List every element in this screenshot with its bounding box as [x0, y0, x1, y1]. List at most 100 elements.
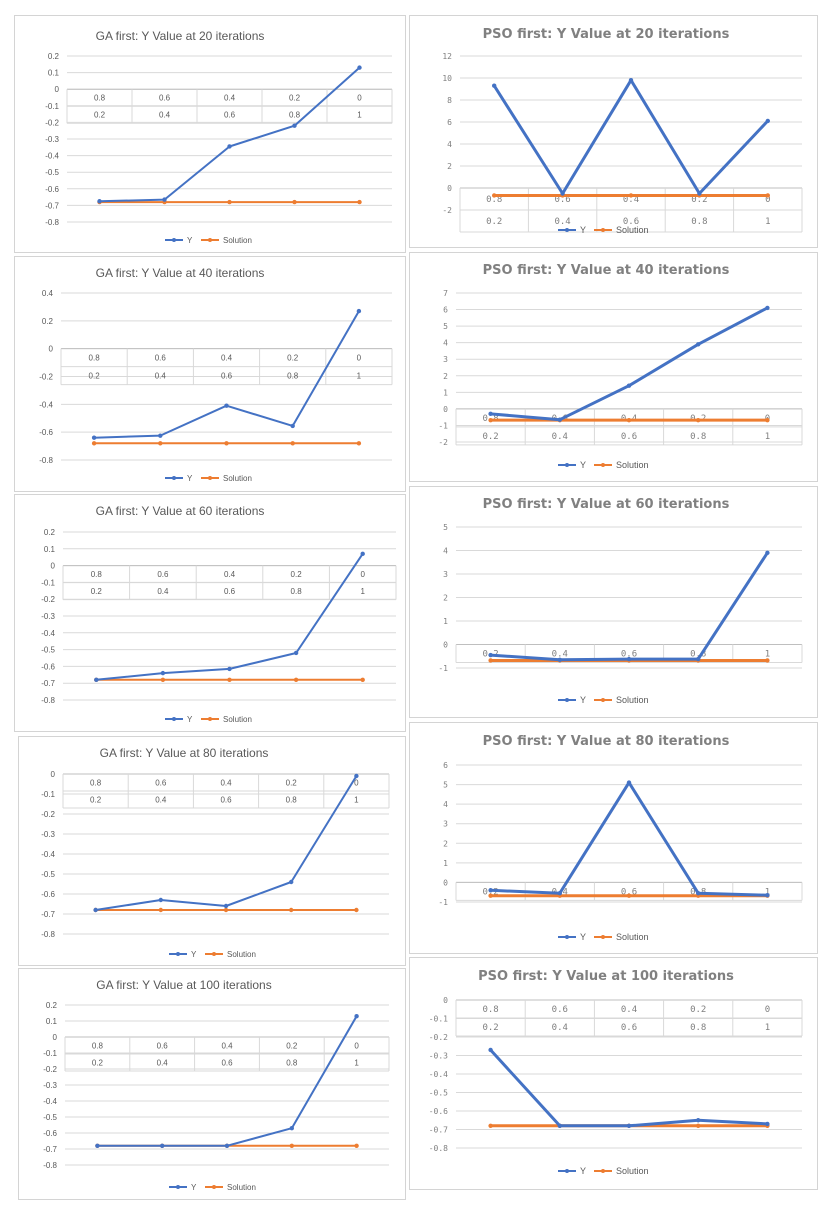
category-label: 0.4: [224, 94, 236, 103]
y-tick-label: 0: [51, 562, 56, 571]
y-tick-label: -0.8: [41, 930, 55, 939]
y-tick-label: -0.1: [429, 1015, 448, 1024]
data-point-y: [557, 1123, 562, 1128]
data-point-y: [160, 670, 166, 676]
legend: Y Solution: [558, 225, 649, 235]
data-point-solution: [357, 199, 362, 205]
data-point-y: [97, 199, 102, 204]
data-point-solution: [488, 893, 493, 898]
legend-marker-solution: [601, 698, 605, 702]
legend: Y Solution: [165, 715, 252, 724]
y-tick-label: 3: [443, 570, 448, 579]
data-point-y: [626, 656, 632, 662]
category-label: 0.2: [486, 217, 502, 227]
data-point-solution: [626, 893, 632, 898]
data-point-y: [765, 305, 770, 311]
legend-label-y: Y: [580, 225, 586, 235]
chart-ga-20: GA first: Y Value at 20 iterations 0.2 0.1…: [45, 29, 393, 245]
data-point-y: [162, 197, 167, 202]
chart-pso-60: PSO first: Y Value at 60 iterations 5 4 3 2 1…: [438, 497, 803, 705]
data-point-solution: [227, 677, 232, 683]
data-point-y: [696, 656, 701, 662]
y-tick-label: -1: [438, 664, 448, 673]
y-tick-label: 4: [443, 547, 448, 556]
data-point-y: [696, 342, 701, 347]
category-label: 0.6: [621, 650, 637, 660]
y-tick-label: -0.8: [39, 456, 53, 465]
category-label: 0.2: [94, 111, 106, 120]
legend-marker-solution: [601, 935, 605, 939]
y-tick-label: 3: [443, 355, 448, 364]
y-tick-label: -0.4: [41, 629, 55, 638]
chart-panel-ga-100: GA first: Y Value at 100 iterations 0.2 0.…: [18, 968, 406, 1200]
y-tick-label: -0.5: [45, 168, 59, 177]
category-label: 0.6: [155, 779, 167, 788]
data-point-y: [488, 411, 493, 417]
data-point-y: [626, 780, 632, 785]
category-label: 0.4: [221, 1042, 233, 1051]
category-label: 1: [354, 1059, 359, 1068]
data-point-solution: [290, 441, 295, 446]
category-label: 0.4: [155, 372, 167, 381]
category-label: 0.2: [289, 94, 301, 103]
y-tick-label: -0.3: [41, 612, 55, 621]
category-label: 1: [765, 650, 770, 660]
category-label: 0.6: [155, 354, 167, 363]
data-point-solution: [289, 1143, 294, 1148]
y-tick-label: -0.8: [429, 1144, 448, 1153]
y-tick-label: -0.2: [41, 810, 55, 819]
legend-label-y: Y: [187, 715, 193, 724]
y-tick-label: -0.8: [41, 696, 55, 705]
category-label: 0.2: [91, 587, 103, 596]
category-label: 0: [765, 1005, 770, 1015]
data-point-solution: [765, 193, 770, 198]
y-tick-label: 0.2: [44, 528, 56, 537]
category-label: 1: [765, 217, 770, 227]
data-point-y: [488, 652, 493, 658]
y-tick-label: -0.5: [41, 870, 55, 879]
chart-title: GA first: Y Value at 20 iterations: [96, 29, 265, 43]
series-line-y: [490, 551, 769, 662]
data-point-solution: [628, 193, 634, 198]
data-point-solution: [765, 658, 770, 663]
y-tick-label: 4: [443, 339, 448, 348]
y-tick-label: 2: [443, 372, 448, 381]
legend: Y Solution: [558, 932, 649, 942]
y-tick-label: 5: [443, 781, 448, 790]
data-point-y: [223, 903, 229, 909]
y-tick-label: 6: [447, 118, 452, 127]
y-tick-label: 2: [443, 839, 448, 848]
y-tick-label: -0.6: [45, 185, 59, 194]
category-label: 0.8: [92, 1042, 104, 1051]
chart-panel-pso-100: PSO first: Y Value at 100 iterations 0 -0.…: [409, 957, 818, 1190]
y-tick-label: 8: [447, 96, 452, 105]
data-point-y: [224, 403, 229, 408]
data-point-y: [696, 890, 701, 896]
legend-marker-solution: [212, 952, 216, 956]
category-label: 0: [765, 195, 770, 205]
data-point-y: [289, 1126, 294, 1131]
data-point-solution: [227, 199, 232, 205]
chart-title: PSO first: Y Value at 100 iterations: [478, 969, 734, 984]
legend-label-y: Y: [191, 950, 197, 959]
chart-panel-pso-40: PSO first: Y Value at 40 iterations 7 6 5 4 3…: [409, 252, 818, 482]
category-label: 0.2: [291, 570, 303, 579]
y-tick-label: 1: [443, 388, 448, 397]
data-point-y: [557, 890, 562, 896]
legend-marker-y: [565, 935, 569, 939]
y-tick-label: 0.1: [44, 545, 56, 554]
y-tick-label: 0: [55, 85, 60, 94]
legend-marker-y: [176, 952, 180, 956]
y-tick-label: 0: [447, 184, 452, 193]
category-label: 0.4: [221, 354, 233, 363]
y-tick-label: -0.7: [41, 910, 55, 919]
legend-label-solution: Solution: [616, 932, 649, 942]
category-label: 0.8: [482, 1005, 498, 1015]
category-label: 0.2: [90, 796, 102, 805]
data-point-y: [356, 308, 362, 314]
legend-marker-y: [565, 1169, 569, 1173]
y-tick-label: -0.2: [41, 595, 55, 604]
y-tick-label: 0.2: [42, 317, 54, 326]
data-point-y: [488, 888, 493, 893]
category-label: 0.4: [552, 1023, 568, 1033]
